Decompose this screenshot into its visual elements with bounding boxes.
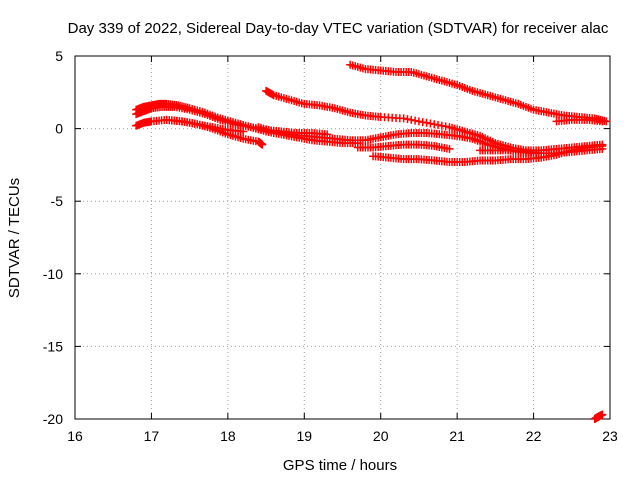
- y-tick-label: 5: [55, 48, 63, 64]
- x-axis-label: GPS time / hours: [283, 457, 397, 474]
- x-tick-label: 17: [144, 428, 160, 444]
- y-tick-label: -15: [43, 338, 63, 354]
- y-axis: 5 0 -5 -10 -15 -20: [43, 48, 610, 427]
- y-tick-label: -10: [43, 266, 63, 282]
- x-tick-label: 19: [296, 428, 312, 444]
- data-point: [258, 140, 267, 149]
- x-tick-label: 21: [449, 428, 465, 444]
- x-tick-label: 18: [220, 428, 236, 444]
- data-point: [239, 127, 248, 136]
- x-axis: 16 17 18 19 20 21 22 23: [67, 56, 618, 444]
- data-point: [445, 144, 454, 153]
- y-tick-label: 0: [55, 121, 63, 137]
- data-points: [132, 60, 611, 423]
- x-tick-label: 16: [67, 428, 83, 444]
- x-tick-label: 23: [602, 428, 618, 444]
- y-tick-label: -20: [43, 411, 63, 427]
- y-axis-label: SDTVAR / TECUs: [6, 178, 23, 298]
- y-tick-label: -5: [51, 193, 64, 209]
- x-tick-label: 20: [373, 428, 389, 444]
- plot-frame: [74, 55, 611, 420]
- data-point: [598, 410, 607, 419]
- chart-title: Day 339 of 2022, Sidereal Day-to-day VTE…: [68, 20, 609, 37]
- data-point: [598, 144, 607, 153]
- data-point: [598, 117, 607, 126]
- x-tick-label: 22: [526, 428, 542, 444]
